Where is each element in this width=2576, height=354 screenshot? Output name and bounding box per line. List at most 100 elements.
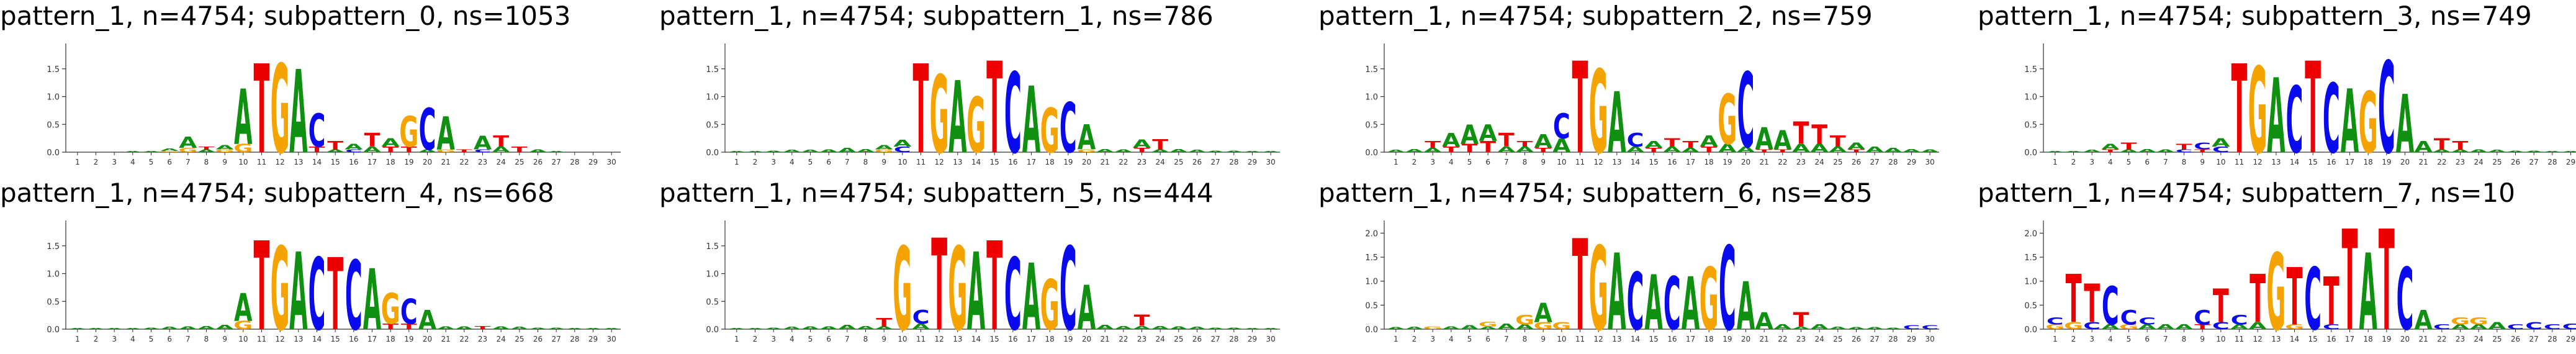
x-tick-label: 6 <box>2145 158 2150 166</box>
x-tick-label: 9 <box>1541 335 1546 343</box>
logo-letter-T: T <box>493 132 509 150</box>
logo-letter-C: C <box>1664 263 1681 347</box>
logo-letter-A: A <box>1718 142 1736 155</box>
x-tick-label: 30 <box>1266 335 1276 343</box>
x-tick-label: 28 <box>2547 335 2557 343</box>
logo-letter-A: A <box>1461 325 1479 331</box>
x-tick-label: 27 <box>2529 158 2539 166</box>
x-tick-label: 10 <box>238 335 248 343</box>
logo-letter-C: C <box>308 104 326 157</box>
y-tick-label: 1.5 <box>1365 253 1378 263</box>
x-tick-label: 6 <box>826 158 831 166</box>
logo-letter-A: A <box>1225 150 1243 153</box>
logo-letter-T: T <box>986 37 1002 183</box>
x-tick-label: 19 <box>404 158 413 166</box>
logo-letter-A: A <box>2065 151 2083 153</box>
x-tick-label: 6 <box>2145 335 2150 343</box>
logo-letter-T: T <box>382 322 399 331</box>
x-tick-label: 30 <box>607 335 616 343</box>
logo-letter-C: C <box>1004 51 1022 179</box>
logo-letter-G: G <box>2064 320 2083 332</box>
panel-title: pattern_1, n=4754; subpattern_4, ns=668 <box>0 178 554 208</box>
x-tick-label: 30 <box>607 158 616 166</box>
logo-letter-C: C <box>894 145 911 154</box>
logo-letter-A: A <box>1243 151 1262 153</box>
logo-letter-G: G <box>948 224 967 354</box>
panel-title: pattern_1, n=4754; subpattern_5, ns=444 <box>659 178 1214 208</box>
logo-letter-T: T <box>1517 140 1534 148</box>
logo-letter-T: T <box>1646 147 1662 154</box>
logo-letter-T: T <box>2194 149 2211 153</box>
logo-letter-A: A <box>1865 327 1884 330</box>
logo-letter-C: C <box>2507 323 2524 331</box>
x-tick-label: 6 <box>826 335 831 343</box>
x-tick-label: 29 <box>2566 335 2575 343</box>
panel-title: pattern_1, n=4754; subpattern_2, ns=759 <box>1318 1 1873 31</box>
x-tick-label: 17 <box>2345 335 2354 343</box>
x-tick-label: 23 <box>478 158 487 166</box>
logo-letter-G: G <box>215 149 235 153</box>
x-tick-label: 7 <box>1504 158 1509 166</box>
logo-letter-G: G <box>233 319 253 332</box>
logo-letter-A: A <box>1133 137 1151 151</box>
x-tick-label: 24 <box>1815 158 1824 166</box>
x-tick-label: 9 <box>222 158 227 166</box>
x-tick-label: 8 <box>2182 158 2187 166</box>
x-tick-label: 20 <box>1741 158 1750 166</box>
logo-letter-A: A <box>1461 119 1479 150</box>
logo-letter-A: A <box>197 325 215 330</box>
logo-letter-A: A <box>124 328 142 330</box>
x-tick-label: 5 <box>149 335 154 343</box>
x-tick-label: 28 <box>570 158 579 166</box>
x-tick-label: 27 <box>552 158 561 166</box>
logo-letter-A: A <box>1078 118 1096 158</box>
logo-letter-T: T <box>1830 132 1846 150</box>
y-tick-label: 0.0 <box>2024 148 2037 158</box>
logo-letter-T: T <box>1443 145 1460 154</box>
logo-letter-A: A <box>363 252 381 350</box>
x-tick-label: 1 <box>2053 335 2058 343</box>
x-tick-label: 20 <box>423 158 432 166</box>
logo-letter-T: T <box>327 238 343 353</box>
x-tick-label: 1 <box>734 335 739 343</box>
logo-letter-T: T <box>2121 141 2137 152</box>
x-tick-label: 8 <box>2182 335 2187 343</box>
x-tick-label: 10 <box>1557 158 1566 166</box>
logo-letter-A: A <box>2341 71 2359 173</box>
x-tick-label: 12 <box>2253 335 2263 343</box>
x-tick-label: 12 <box>2253 158 2263 166</box>
x-tick-label: 26 <box>1852 335 1861 343</box>
logo-letter-G: G <box>1700 250 1719 350</box>
x-tick-label: 12 <box>935 335 944 343</box>
logo-letter-A: A <box>2451 323 2470 331</box>
logo-letter-A: A <box>1022 68 1040 174</box>
y-tick-label: 1.5 <box>706 65 719 75</box>
logo-letter-T: T <box>2434 135 2450 153</box>
x-tick-label: 8 <box>863 158 868 166</box>
x-tick-label: 22 <box>459 335 469 343</box>
logo-letter-A: A <box>474 132 492 155</box>
x-tick-label: 14 <box>2290 335 2299 343</box>
logo-letter-C: C <box>2212 145 2230 154</box>
x-tick-label: 10 <box>898 158 907 166</box>
x-tick-label: 23 <box>1796 158 1806 166</box>
logo-letter-A: A <box>1516 145 1534 154</box>
logo-letter-C: C <box>2433 323 2451 331</box>
logo-letter-A: A <box>1133 325 1151 330</box>
x-tick-label: 17 <box>1027 158 1036 166</box>
logo-letter-A: A <box>2451 149 2469 153</box>
logo-letter-A: A <box>1644 139 1663 150</box>
x-tick-label: 26 <box>2511 158 2520 166</box>
logo-letter-T: T <box>1849 149 1865 153</box>
logo-letter-G: G <box>1718 81 1737 160</box>
logo-plot: 0.00.51.01.52.01A2A3G4A5A6AG7A8AG9GA10G1… <box>1365 214 1939 354</box>
x-tick-label: 21 <box>1101 335 1110 343</box>
logo-letter-C: C <box>1921 325 1939 331</box>
x-tick-label: 7 <box>845 158 850 166</box>
x-tick-label: 6 <box>1485 335 1490 343</box>
logo-letter-A: A <box>1151 149 1169 153</box>
logo-letter-T: T <box>2213 279 2229 333</box>
x-tick-label: 23 <box>2456 158 2465 166</box>
logo-letter-T: T <box>1572 37 1588 183</box>
logo-letter-A: A <box>1608 75 1626 173</box>
